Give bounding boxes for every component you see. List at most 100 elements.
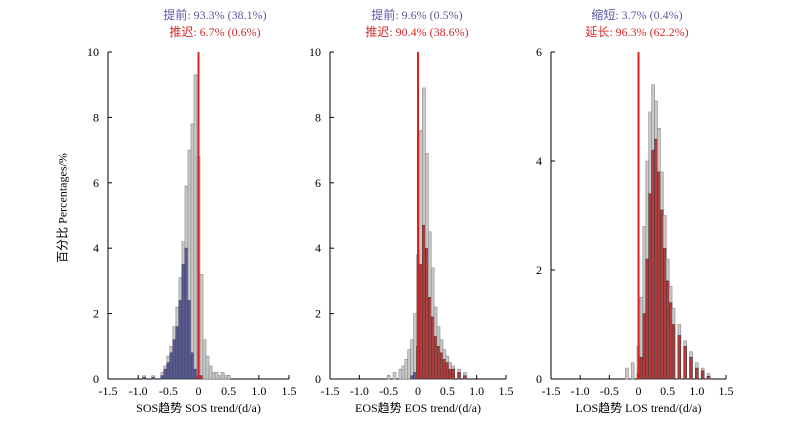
panel-3-bar-significant	[639, 356, 644, 380]
panel-1-bar-significant	[172, 339, 177, 380]
panel-2-bar-significant	[430, 316, 435, 380]
panel-3-bar-significant	[660, 209, 664, 380]
panel-3-bar-significant	[700, 370, 705, 380]
panel-1-y-tick-label: 4	[93, 241, 99, 255]
panel-1-bar-significant	[181, 264, 186, 380]
panel-2-y-tick-label: 0	[315, 372, 321, 386]
panel-2-bar-total	[404, 359, 409, 380]
panel-2-x-axis-label: EOS趋势 EOS trend/(d/a)	[355, 401, 481, 415]
panel-2-bar-total	[401, 365, 406, 380]
panel-1-x-tick-label: 0	[196, 384, 202, 398]
panel-1-bar-significant	[178, 300, 183, 380]
panel-1-y-tick-label: 2	[93, 307, 99, 321]
panel-1-x-tick-label: 0.5	[221, 384, 236, 398]
panel-2-bar-significant	[457, 372, 461, 380]
y-axis-label: 百分比 Percentages/%	[55, 153, 70, 263]
panel-1-bar-significant	[193, 368, 198, 380]
panel-2-x-tick-label: -0.5	[379, 384, 398, 398]
panel-2-bar-significant	[422, 225, 426, 380]
panel-1-bar-total	[214, 372, 219, 380]
panel-2-bar-significant	[439, 352, 444, 380]
panel-3-x-tick-label: -1.0	[571, 384, 590, 398]
panel-3-y-tick-label: 2	[536, 263, 542, 277]
panel-3-bar-significant	[677, 335, 682, 380]
panel-1-bar-significant	[199, 375, 204, 380]
panel-2-bar-significant	[451, 368, 455, 380]
panel-1-bar-significant	[151, 377, 156, 380]
panel-3-bar-significant	[642, 313, 647, 380]
panel-1-y-tick-label: 0	[93, 372, 99, 386]
panel-1-x-tick-label: 1.5	[282, 384, 297, 398]
panel-1-bar-total	[205, 355, 210, 380]
panel-1-bar-total	[211, 372, 216, 380]
panel-1-y-tick-label: 10	[87, 45, 99, 59]
panel-1-x-tick-label: -0.5	[159, 384, 178, 398]
panel-3-extend-text: 延长: 96.3% (62.2%)	[585, 25, 689, 39]
panel-3-x-tick-label: 0	[636, 384, 642, 398]
panel-2-bar-significant	[419, 264, 423, 380]
panel-3-bar-significant	[668, 302, 673, 380]
panel-2-advance-text: 提前: 9.6% (0.5%)	[371, 8, 463, 22]
panel-3-x-tick-label: -1.5	[542, 384, 561, 398]
panel-2-x-tick-label: 0.5	[440, 384, 455, 398]
panel-2-delay-text: 推迟: 90.4% (38.6%)	[365, 25, 469, 39]
panel-1-x-tick-label: 1.0	[251, 384, 266, 398]
panel-2-bar-total	[410, 339, 414, 380]
panel-1-y-tick-label: 8	[93, 110, 99, 124]
panel-1-y-tick-label: 6	[93, 176, 99, 190]
panel-1-bar-total	[193, 74, 198, 380]
panel-1-bar-total	[217, 375, 222, 380]
panel-2-x-tick-label: 0	[415, 384, 421, 398]
panel-1-bar-significant	[175, 326, 180, 380]
panel-2-bar-significant	[442, 359, 447, 380]
panel-1-bar-significant	[169, 352, 174, 380]
panel-1-bar-total	[199, 274, 204, 380]
panel-2-y-tick-label: 8	[315, 110, 321, 124]
panel-3-bar-significant	[683, 346, 687, 380]
panel-3-bar-significant	[663, 247, 667, 380]
panel-2-x-tick-label: 1.5	[499, 384, 514, 398]
panel-3-y-tick-label: 0	[536, 372, 542, 386]
panel-3-x-tick-label: 1.5	[719, 384, 734, 398]
panel-2-y-tick-label: 4	[315, 241, 321, 255]
panel-2-bar-significant	[428, 297, 432, 380]
panel-2-bar-significant	[433, 336, 438, 380]
panel-1-x-tick-label: -1.5	[99, 384, 118, 398]
panel-3-y-tick-label: 4	[536, 154, 542, 168]
panel-3-bar-significant	[689, 356, 693, 380]
panel-1-bar-significant	[160, 375, 165, 380]
panel-2-bar-significant	[413, 372, 417, 380]
panel-3-x-axis-label: LOS趋势 LOS trend/(d/a)	[576, 401, 702, 415]
panel-1-bar-significant	[184, 247, 189, 380]
panel-2-bar-total	[386, 375, 391, 380]
panel-2-y-tick-label: 2	[315, 307, 321, 321]
panel-3-bar-significant	[654, 138, 658, 380]
panel-1-bar-total	[226, 375, 231, 380]
panel-3-bar-significant	[706, 376, 711, 380]
panel-3-x-tick-label: -0.5	[600, 384, 619, 398]
panel-2-bar-significant	[463, 375, 467, 380]
panel-3-bar-significant	[645, 258, 649, 380]
panel-2-bar-significant	[448, 368, 452, 380]
panel-1-bar-significant	[163, 368, 168, 380]
panel-3-y-tick-label: 6	[536, 45, 542, 59]
panel-1-bar-total	[208, 365, 213, 380]
panel-1-bar-significant	[187, 300, 192, 380]
panel-3-bar-significant	[657, 171, 661, 380]
panel-1-bar-total	[220, 372, 225, 380]
panel-3-bar-significant	[651, 149, 655, 380]
panel-1-bar-total	[190, 123, 195, 380]
panel-2-x-tick-label: -1.5	[321, 384, 340, 398]
panel-3-bar-significant	[671, 324, 676, 380]
panel-3-bar-significant	[648, 193, 652, 380]
panel-2-bar-total	[398, 368, 403, 380]
panel-1-annotation: 提前: 93.3% (38.1%) 推迟: 6.7% (0.6%)	[105, 7, 325, 41]
panel-1-bar-total	[223, 375, 228, 380]
panel-1-bar-total	[202, 339, 207, 380]
panel-3-annotation: 缩短: 3.7% (0.4%) 延长: 96.3% (62.2%)	[527, 7, 747, 41]
panel-2-bar-significant	[436, 346, 441, 380]
panel-2-x-tick-label: -1.0	[350, 384, 369, 398]
panel-2-y-tick-label: 10	[309, 45, 321, 59]
